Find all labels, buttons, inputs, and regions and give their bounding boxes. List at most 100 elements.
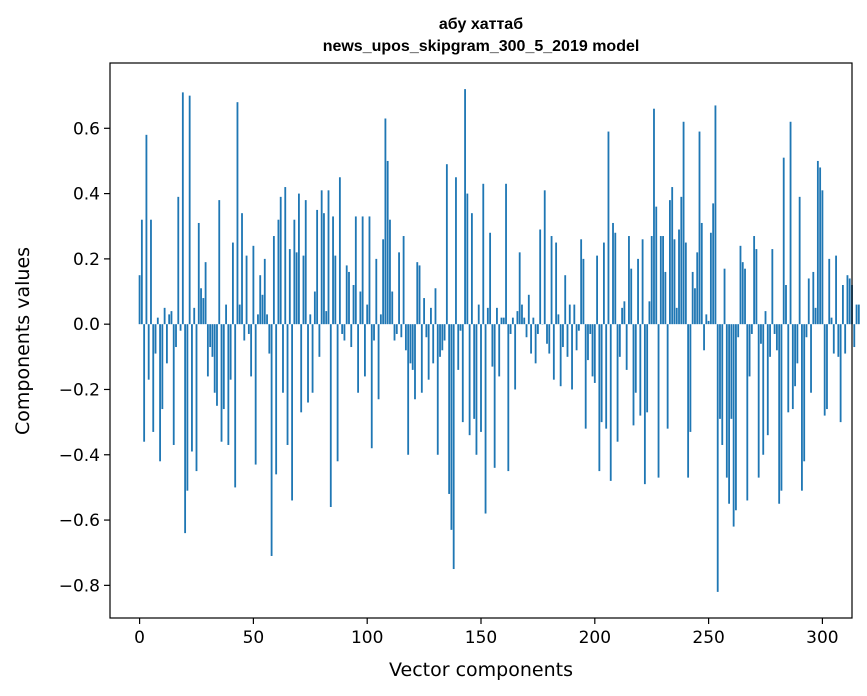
bar — [382, 239, 385, 325]
plot-frame — [109, 62, 853, 619]
bar — [150, 219, 152, 325]
bar — [304, 200, 307, 325]
bar — [402, 236, 405, 325]
x-tick-label: 100 — [351, 628, 383, 648]
bar — [664, 271, 667, 325]
bar — [735, 324, 737, 511]
bar — [298, 193, 300, 325]
bar — [689, 324, 692, 432]
bar — [493, 324, 496, 468]
bar — [282, 324, 284, 393]
bar — [744, 268, 746, 325]
bar — [539, 229, 542, 325]
bar — [523, 317, 526, 325]
bar — [295, 252, 298, 325]
bar — [379, 314, 382, 325]
bar — [700, 222, 703, 325]
bar — [270, 324, 273, 556]
bar — [803, 324, 806, 462]
bar — [659, 236, 662, 325]
bar — [209, 324, 212, 348]
bar — [821, 190, 824, 325]
bar — [220, 324, 223, 442]
bar — [436, 324, 439, 455]
bar — [354, 216, 357, 325]
bar — [386, 160, 389, 325]
bar — [275, 324, 278, 475]
bar — [404, 324, 407, 351]
bar — [591, 324, 594, 377]
bar — [245, 255, 248, 325]
bar — [361, 216, 364, 325]
bar — [723, 268, 726, 325]
bar — [186, 324, 189, 491]
bar — [272, 236, 275, 325]
bar — [448, 324, 451, 494]
bar — [737, 324, 740, 338]
bar — [345, 265, 348, 325]
bar — [812, 271, 815, 325]
x-tick-label: 0 — [134, 628, 145, 648]
bar — [791, 324, 794, 410]
bar — [338, 177, 341, 325]
bar — [771, 249, 774, 325]
y-tick-label: −0.4 — [59, 446, 100, 466]
bar — [773, 324, 776, 334]
bar — [470, 213, 473, 325]
bar — [168, 314, 171, 325]
bar — [730, 324, 733, 419]
y-tick-label: −0.8 — [59, 576, 100, 596]
bar — [750, 324, 753, 334]
bar — [646, 324, 649, 413]
bar — [313, 291, 316, 325]
y-axis-label: Components values — [12, 247, 34, 435]
bar — [687, 324, 690, 478]
bar — [277, 219, 280, 325]
bar — [855, 304, 858, 325]
y-tick-label: 0.4 — [73, 185, 100, 205]
bar — [373, 324, 375, 341]
bar — [543, 190, 546, 325]
y-tick-label: −0.2 — [59, 380, 100, 400]
chart-subtitle: news_upos_skipgram_300_5_2019 model — [323, 38, 640, 55]
bar — [525, 324, 528, 338]
bar — [457, 324, 460, 370]
bar — [195, 324, 198, 472]
x-axis-label: Vector components — [389, 659, 573, 681]
bar — [352, 285, 355, 325]
y-tick-label: −0.6 — [59, 511, 100, 531]
bar — [846, 275, 849, 325]
bar — [564, 275, 567, 325]
bar — [571, 324, 573, 390]
bar — [395, 324, 398, 334]
bar — [268, 324, 271, 354]
bar — [464, 89, 466, 325]
bar — [853, 324, 856, 348]
bar — [507, 324, 510, 472]
chart-title: абу хаттаб — [439, 16, 523, 33]
bar — [548, 324, 551, 354]
bar — [632, 324, 635, 426]
bar — [154, 324, 157, 354]
bar — [325, 311, 328, 325]
bar — [225, 304, 227, 325]
bar — [785, 285, 787, 325]
bar — [341, 324, 344, 334]
bar — [798, 196, 801, 325]
bar — [682, 121, 685, 325]
bar — [766, 324, 769, 436]
bar — [445, 164, 448, 325]
bar — [844, 324, 847, 354]
bar — [366, 304, 369, 325]
bar — [778, 324, 781, 504]
bar — [828, 258, 831, 325]
bar — [204, 262, 207, 325]
bar — [757, 324, 760, 478]
bar — [557, 314, 560, 325]
bar — [741, 262, 744, 325]
bar — [666, 324, 669, 429]
bar — [796, 324, 799, 364]
bar — [559, 324, 562, 387]
bar — [780, 324, 783, 491]
bar — [637, 258, 639, 325]
